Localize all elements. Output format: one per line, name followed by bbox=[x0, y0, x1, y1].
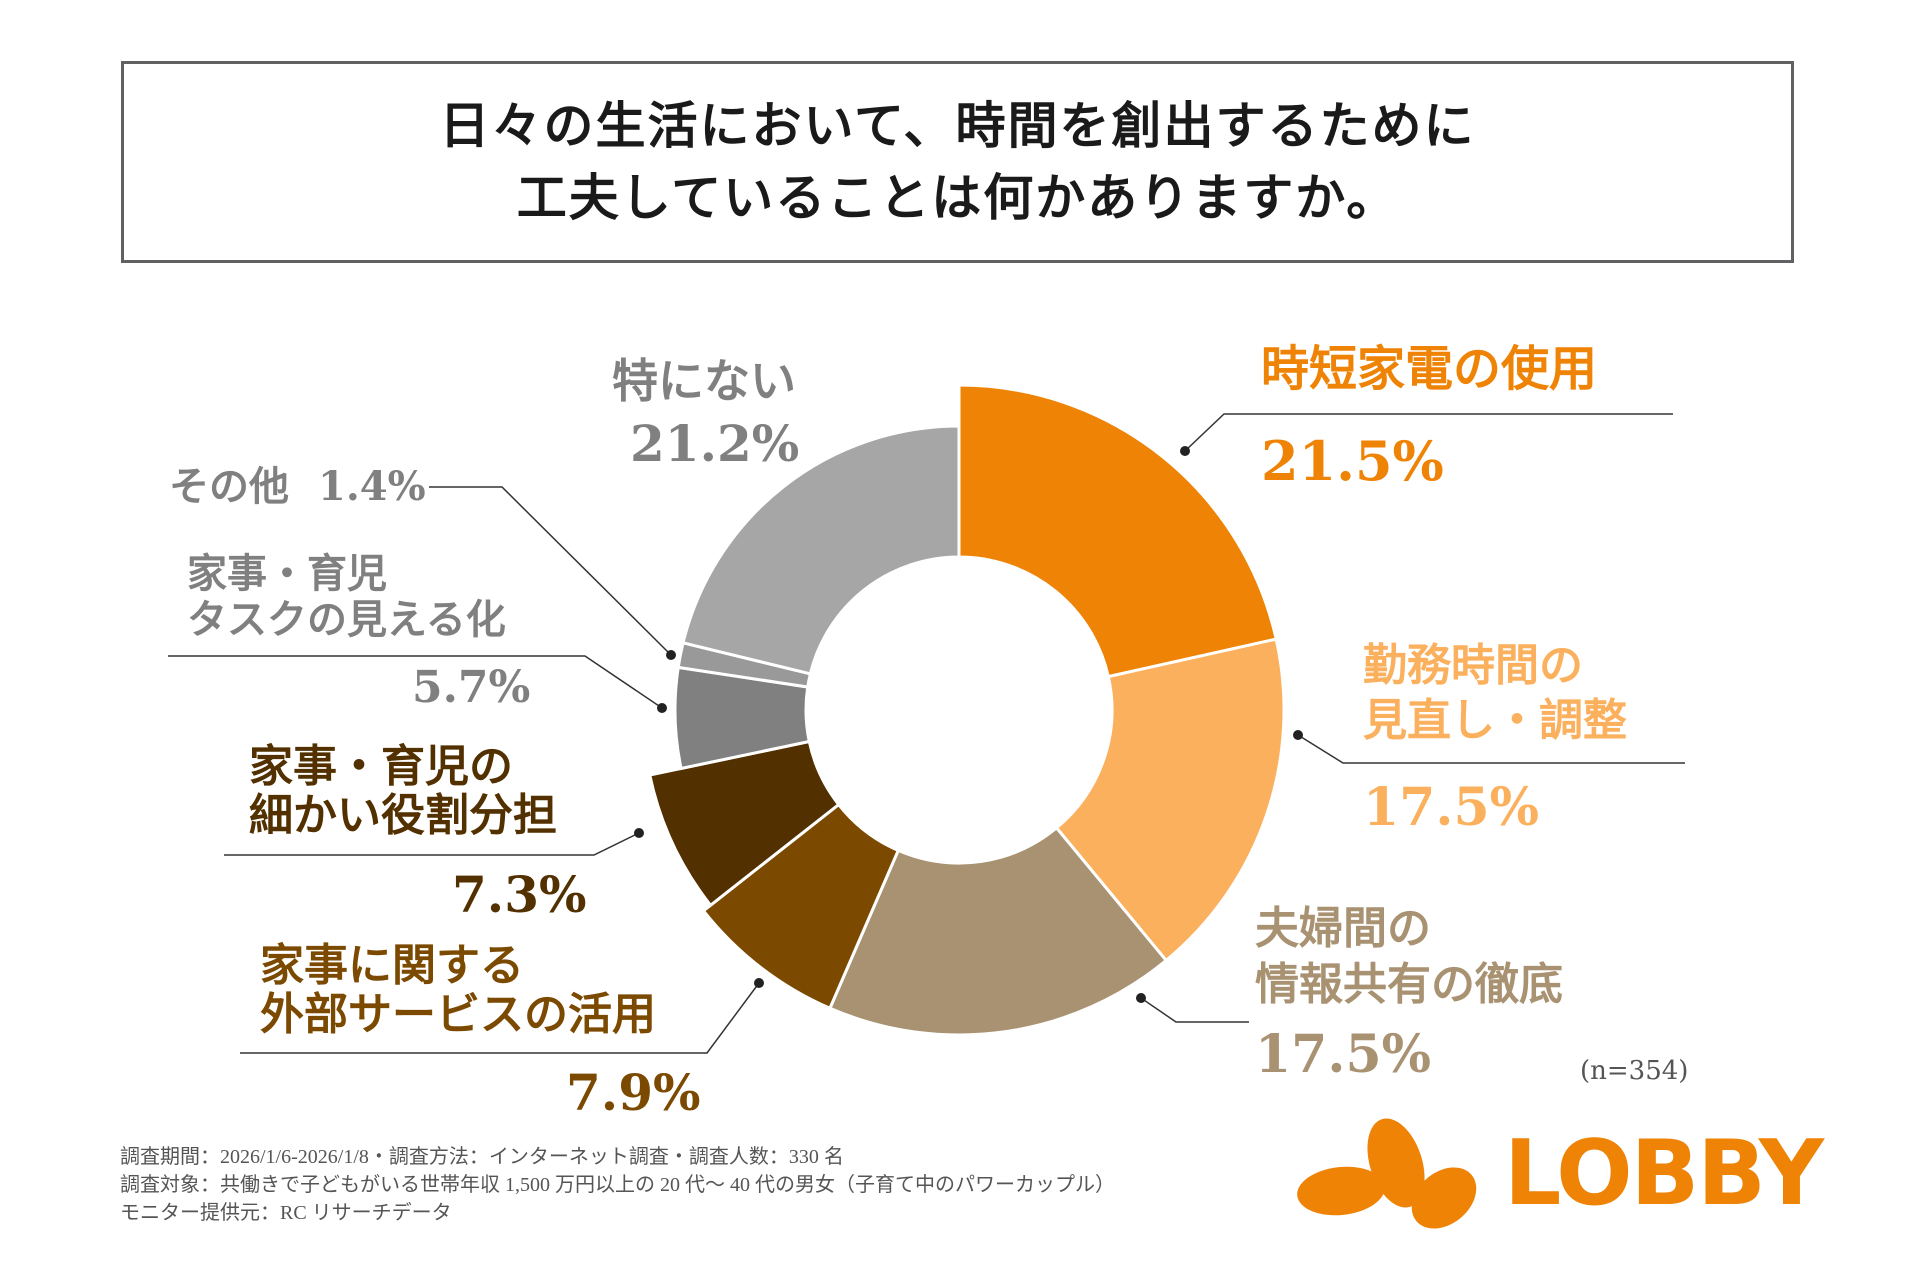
label-slice-0: 時短家電の使用 bbox=[1261, 341, 1598, 397]
leader-line-4 bbox=[224, 832, 640, 856]
label-slice-6: その他 bbox=[169, 463, 289, 510]
label-slice-3b: 外部サービスの活用 bbox=[260, 989, 656, 1040]
footer-line-3: モニター提供元：RC リサーチデータ bbox=[120, 1202, 452, 1224]
footer-line-1: 調査期間：2026/1/6-2026/1/8・調査方法：インターネット調査・調査… bbox=[120, 1146, 844, 1168]
value-slice-5: 5.7% bbox=[412, 662, 531, 713]
donut-slice-2 bbox=[827, 825, 1169, 1037]
leader-dot-6 bbox=[666, 650, 676, 660]
value-slice-7: 21.2% bbox=[630, 414, 800, 473]
label-slice-4a: 家事・育児の bbox=[249, 741, 513, 792]
leader-line-0 bbox=[1184, 413, 1673, 452]
label-slice-5a: 家事・育児 bbox=[187, 550, 387, 597]
sample-size: (n=354) bbox=[1580, 1056, 1689, 1086]
donut-slice-1 bbox=[1054, 637, 1286, 963]
label-slice-7: 特にない bbox=[612, 354, 796, 408]
leader-dot-3 bbox=[754, 978, 764, 988]
leader-dot-2 bbox=[1136, 993, 1146, 1003]
logo-leaf-icon bbox=[1297, 1118, 1477, 1229]
title-line-1: 日々の生活において、時間を創出するために bbox=[439, 95, 1476, 155]
value-slice-1: 17.5% bbox=[1363, 777, 1540, 838]
title-line-2: 工夫していることは何かありますか。 bbox=[516, 168, 1399, 227]
label-slice-2b: 情報共有の徹底 bbox=[1255, 959, 1563, 1010]
label-slice-2a: 夫婦間の bbox=[1255, 903, 1431, 954]
leader-dot-4 bbox=[634, 828, 644, 838]
donut-slice-4 bbox=[647, 739, 841, 908]
leader-line-6 bbox=[429, 486, 672, 656]
logo-text: LOBBY bbox=[1504, 1121, 1824, 1226]
value-slice-6: 1.4% bbox=[318, 463, 426, 510]
donut-slice-0 bbox=[957, 383, 1278, 679]
value-slice-2: 17.5% bbox=[1255, 1024, 1432, 1085]
leader-dot-1 bbox=[1293, 730, 1303, 740]
leader-dot-0 bbox=[1180, 446, 1190, 456]
label-slice-5b: タスクの見える化 bbox=[187, 596, 506, 643]
leader-line-1 bbox=[1297, 734, 1685, 764]
label-slice-1a: 勤務時間の bbox=[1363, 640, 1583, 691]
label-slice-1b: 見直し・調整 bbox=[1363, 695, 1627, 746]
label-slice-3a: 家事に関する bbox=[260, 940, 524, 991]
footer-line-2: 調査対象：共働きで子どもがいる世帯年収 1,500 万円以上の 20 代～ 40… bbox=[120, 1174, 1115, 1196]
lobby-logo: LOBBY bbox=[1296, 1118, 1824, 1230]
label-slice-4b: 細かい役割分担 bbox=[249, 790, 557, 841]
value-slice-0: 21.5% bbox=[1261, 429, 1444, 493]
donut-slice-3 bbox=[701, 802, 901, 1011]
value-slice-4: 7.3% bbox=[452, 865, 587, 924]
donut-slice-7 bbox=[681, 424, 961, 676]
leader-dot-5 bbox=[657, 703, 667, 713]
value-slice-3: 7.9% bbox=[566, 1063, 701, 1122]
title-box: 日々の生活において、時間を創出するために 工夫していることは何かありますか。 bbox=[121, 61, 1794, 263]
leader-line-5 bbox=[168, 655, 663, 709]
leader-line-2 bbox=[1140, 997, 1249, 1023]
leader-line-3 bbox=[240, 982, 760, 1054]
